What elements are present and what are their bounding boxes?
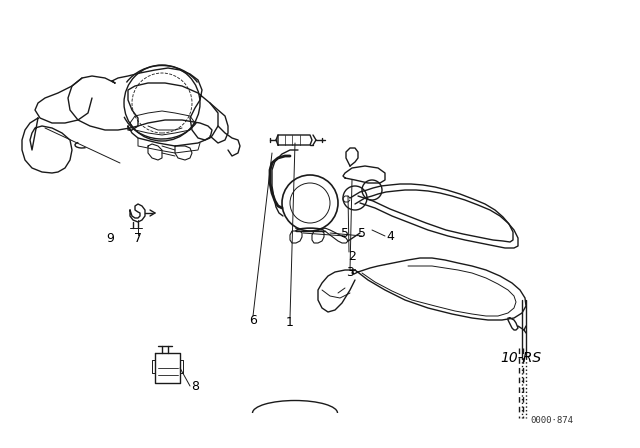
Text: 5: 5 xyxy=(358,227,366,240)
Text: 5: 5 xyxy=(341,227,349,240)
Text: 6: 6 xyxy=(249,314,257,327)
Text: 9: 9 xyxy=(106,232,114,245)
Text: 4: 4 xyxy=(386,229,394,242)
Text: 8: 8 xyxy=(191,379,199,392)
Text: 1: 1 xyxy=(286,316,294,329)
Text: 3: 3 xyxy=(346,267,354,280)
Text: 10-RS: 10-RS xyxy=(500,351,541,365)
Text: 7: 7 xyxy=(134,232,142,245)
Text: 2: 2 xyxy=(348,250,356,263)
Text: 0000·874: 0000·874 xyxy=(530,415,573,425)
